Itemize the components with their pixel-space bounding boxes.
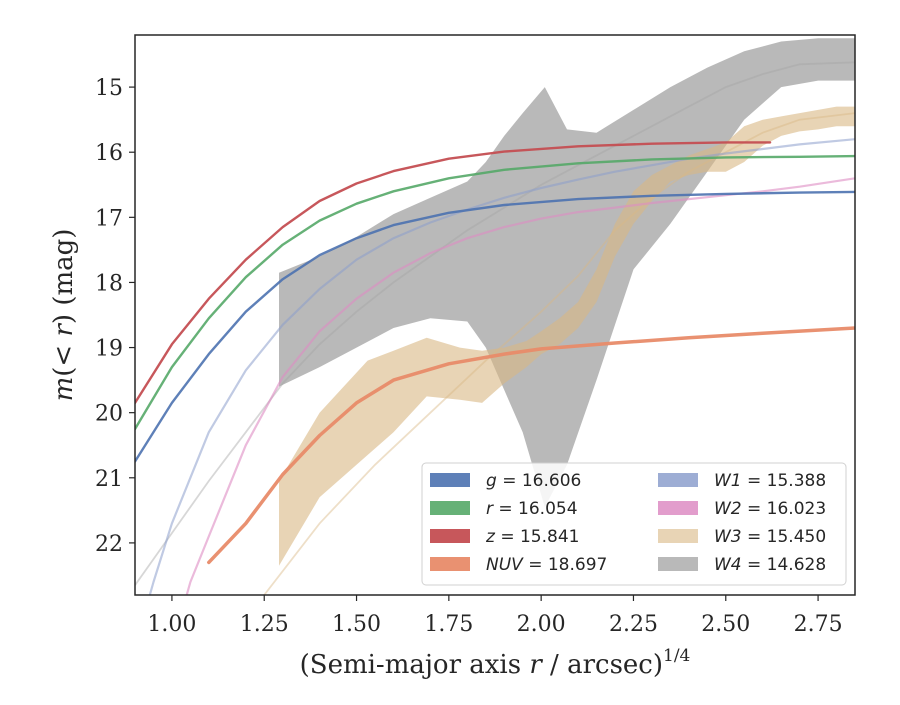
y-tick-label: 20	[95, 402, 123, 427]
legend-swatch-r	[430, 501, 470, 515]
legend-label-nuv: NUV = 18.697	[486, 555, 607, 575]
x-tick-label: 2.75	[794, 612, 843, 637]
series-line-w2	[185, 177, 855, 595]
legend-label-g: g = 16.606	[486, 471, 581, 491]
legend-label-w1: W1 = 15.388	[714, 471, 826, 491]
x-axis-label: (Semi-major axis r / arcsec)1/4	[300, 646, 691, 680]
y-axis: 15 16 17 18 19 20 21 22	[95, 76, 135, 557]
y-tick-label: 21	[95, 467, 123, 492]
legend-swatch-g	[430, 473, 470, 487]
y-tick-label: 22	[95, 532, 123, 557]
y-tick-label: 19	[95, 337, 123, 362]
trend-line-w3	[263, 112, 855, 595]
legend-swatch-nuv	[430, 557, 470, 571]
legend-label-w4: W4 = 14.628	[714, 555, 826, 575]
band-w3	[279, 106, 855, 566]
y-tick-label: 16	[95, 141, 123, 166]
y-tick-label: 18	[95, 271, 123, 296]
legend-label-z: z = 15.841	[485, 527, 579, 547]
x-tick-label: 1.25	[240, 612, 289, 637]
legend-swatch-w1	[658, 473, 698, 487]
legend-label-w3: W3 = 15.450	[714, 527, 826, 547]
legend-label-r: r = 16.054	[486, 499, 578, 519]
legend-swatch-w4	[658, 557, 698, 571]
y-tick-label: 15	[95, 76, 123, 101]
y-tick-label: 17	[95, 206, 123, 231]
x-axis: 1.00 1.25 1.50 1.75 2.00 2.25 2.50 2.75	[147, 595, 843, 637]
legend: g = 16.606 r = 16.054 z = 15.841 NUV = 18.6…	[421, 462, 847, 586]
x-tick-label: 2.00	[517, 612, 566, 637]
series-line-g	[135, 190, 855, 463]
x-tick-label: 2.50	[701, 612, 750, 637]
x-tick-label: 1.50	[332, 612, 381, 637]
plot-frame	[134, 34, 856, 596]
legend-box	[421, 462, 847, 586]
legend-swatch-w2	[658, 501, 698, 515]
legend-swatch-z	[430, 529, 470, 543]
series-line-nuv	[207, 326, 855, 565]
series-line-r	[135, 154, 855, 431]
legend-swatch-w3	[658, 529, 698, 543]
x-tick-label: 2.25	[609, 612, 658, 637]
x-tick-label: 1.75	[424, 612, 473, 637]
legend-label-w2: W2 = 16.023	[714, 499, 826, 519]
y-axis-label: m(< r) (mag)	[49, 229, 79, 402]
series-line-z	[135, 141, 772, 405]
x-tick-label: 1.00	[147, 612, 196, 637]
trend-line-w4	[135, 61, 855, 586]
